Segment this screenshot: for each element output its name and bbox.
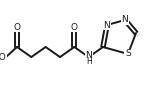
Text: O: O xyxy=(71,23,78,32)
Text: N: N xyxy=(104,20,110,29)
Text: N: N xyxy=(122,15,128,24)
Text: O: O xyxy=(13,23,21,32)
Text: S: S xyxy=(125,49,131,58)
Text: HO: HO xyxy=(0,53,6,62)
Text: H: H xyxy=(86,57,92,66)
Text: N: N xyxy=(85,51,92,60)
